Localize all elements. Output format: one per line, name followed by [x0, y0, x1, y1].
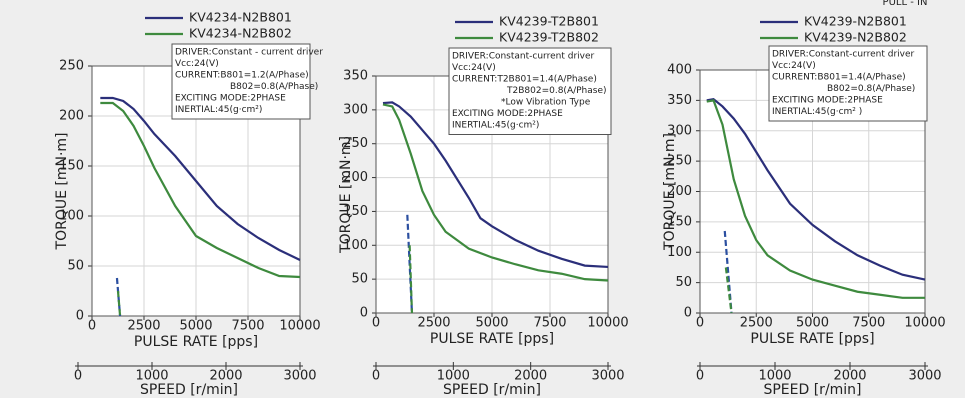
series-line — [706, 97, 926, 281]
series-line — [408, 245, 414, 314]
info-text: CURRENT:T2B801=1.4(A/Phase) — [452, 75, 597, 85]
series-line — [706, 99, 925, 299]
y-tick-label: 300 — [343, 102, 368, 117]
series-line — [116, 290, 122, 317]
x2-tick-label: 1000 — [135, 369, 168, 384]
y-tick-label: 200 — [667, 184, 692, 199]
x2-tick-label: 2000 — [209, 369, 242, 384]
x-tick-label: 10000 — [904, 316, 945, 331]
x2-tick-label: 3000 — [591, 369, 624, 384]
info-text: DRIVER:Constant - current driver — [175, 48, 323, 58]
y-tick-label: 150 — [59, 159, 84, 174]
y-tick-label: 50 — [67, 259, 84, 274]
info-text: CURRENT:B801=1.2(A/Phase) — [175, 71, 309, 81]
info-text: INERTIAL:45(g·cm²) — [175, 105, 262, 115]
y-tick-label: 0 — [684, 306, 692, 321]
y-tick-label: 250 — [59, 59, 84, 74]
x-tick-label: 0 — [372, 316, 380, 331]
x-tick-label: 0 — [88, 319, 96, 334]
x2-axis-title: SPEED [r/min] — [443, 382, 541, 398]
legend-label: KV4234-N2B801 — [189, 10, 292, 25]
info-text: INERTIAL:45(g·cm² ) — [772, 107, 862, 117]
annotation: PULL - IN — [883, 0, 928, 8]
y-tick-label: 200 — [343, 170, 368, 185]
y-tick-label: 100 — [59, 209, 84, 224]
y-tick-label: 50 — [675, 275, 692, 290]
info-text: T2B802=0.8(A/Phase) — [506, 86, 607, 96]
y-tick-label: 50 — [351, 272, 368, 287]
info-text: *Low Vibration Type — [501, 98, 591, 108]
y-tick-label: 0 — [76, 309, 84, 324]
legend-label: KV4239-T2B801 — [499, 14, 599, 29]
y-tick-label: 150 — [343, 204, 368, 219]
series-line — [382, 103, 609, 282]
x2-tick-label: 3000 — [283, 369, 316, 384]
legend-label: KV4239-N2B802 — [804, 30, 907, 45]
x2-tick-label: 2000 — [833, 369, 866, 384]
info-box — [171, 43, 311, 120]
y-tick-label: 250 — [343, 136, 368, 151]
x-tick-label: 2500 — [417, 316, 450, 331]
x-tick-label: 5000 — [475, 316, 508, 331]
y-tick-label: 350 — [343, 69, 368, 84]
x-tick-label: 7500 — [852, 316, 885, 331]
y-axis-title: TORQUE [mN·m] — [338, 136, 354, 254]
y-axis-title: TORQUE [mN·m] — [662, 133, 678, 251]
info-text: B802=0.8(A/Phase) — [230, 82, 318, 92]
info-text: Vcc:24(V) — [175, 59, 219, 69]
x-tick-label: 2500 — [127, 319, 160, 334]
info-text: Vcc:24(V) — [772, 61, 816, 71]
x2-axis-title: SPEED [r/min] — [763, 382, 861, 398]
x2-tick-label: 1000 — [758, 369, 791, 384]
series-line — [100, 101, 301, 279]
info-text: DRIVER:Constant-current driver — [452, 52, 595, 62]
x2-tick-label: 3000 — [908, 369, 941, 384]
legend-label: KV4239-N2B801 — [804, 14, 907, 29]
series-line — [724, 267, 733, 314]
y-tick-label: 200 — [59, 109, 84, 124]
x-tick-label: 0 — [696, 316, 704, 331]
y-tick-label: 150 — [667, 214, 692, 229]
y-tick-label: 100 — [343, 238, 368, 253]
info-text: B802=0.8(A/Phase) — [827, 84, 915, 94]
x2-tick-label: 0 — [74, 369, 82, 384]
x-axis-title: PULSE RATE [pps] — [430, 331, 554, 347]
x-tick-label: 5000 — [179, 319, 212, 334]
info-box — [768, 45, 928, 122]
y-tick-label: 400 — [667, 63, 692, 78]
info-text: EXCITING MODE:2PHASE — [452, 109, 563, 119]
y-tick-label: 250 — [667, 154, 692, 169]
x-tick-label: 2500 — [740, 316, 773, 331]
x2-tick-label: 2000 — [514, 369, 547, 384]
series-line — [100, 96, 301, 261]
x-tick-label: 7500 — [231, 319, 264, 334]
x2-axis-title: SPEED [r/min] — [140, 382, 238, 398]
y-axis-title: TORQUE [mN·m] — [54, 133, 70, 251]
info-box — [448, 47, 612, 135]
y-tick-label: 100 — [667, 245, 692, 260]
x-axis-title: PULSE RATE [pps] — [134, 334, 258, 350]
info-text: INERTIAL:45(g·cm²) — [452, 121, 539, 131]
x-tick-label: 5000 — [796, 316, 829, 331]
y-tick-label: 0 — [360, 306, 368, 321]
x2-tick-label: 1000 — [437, 369, 470, 384]
info-text: Vcc:24(V) — [452, 63, 496, 73]
x-tick-label: 10000 — [587, 316, 628, 331]
info-text: CURRENT:B801=1.4(A/Phase) — [772, 73, 906, 83]
info-text: EXCITING MODE:2PHASE — [175, 94, 286, 104]
legend-label: KV4234-N2B802 — [189, 26, 292, 41]
info-text: DRIVER:Constant-current driver — [772, 50, 915, 60]
x-tick-label: 10000 — [279, 319, 320, 334]
y-tick-label: 350 — [667, 93, 692, 108]
legend-label: KV4239-T2B802 — [499, 30, 599, 45]
x2-tick-label: 0 — [696, 369, 704, 384]
info-text: EXCITING MODE:2PHASE — [772, 96, 883, 106]
series-line — [382, 101, 609, 269]
x2-tick-label: 0 — [372, 369, 380, 384]
x-axis-title: PULSE RATE [pps] — [750, 331, 874, 347]
x-tick-label: 7500 — [533, 316, 566, 331]
y-tick-label: 300 — [667, 123, 692, 138]
